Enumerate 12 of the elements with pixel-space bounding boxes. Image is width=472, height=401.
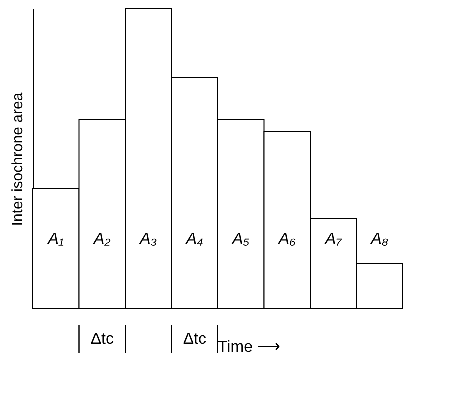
- x-tick-label: A₅: [232, 231, 250, 248]
- x-tick-label: A₆: [278, 231, 296, 248]
- x-tick-label: A₈: [370, 231, 389, 248]
- x-tick-label: A₇: [324, 231, 344, 248]
- y-axis-title: Inter isochrone area: [10, 92, 26, 226]
- text: Δtc: [183, 331, 206, 348]
- x-axis-title: Time ⟶: [218, 339, 280, 356]
- text: Δtc: [90, 331, 114, 348]
- x-tick-label: A₁: [47, 231, 64, 248]
- x-tick-label: A₃: [139, 231, 158, 248]
- x-tick-label: A₂: [92, 231, 111, 248]
- x-tick-label: A₄: [185, 231, 204, 248]
